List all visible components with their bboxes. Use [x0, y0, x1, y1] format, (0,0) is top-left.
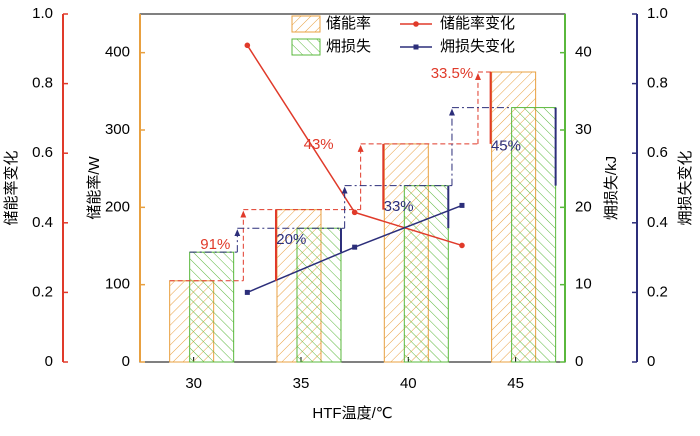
legend-label: 储能率变化: [440, 15, 515, 32]
axis-label: 储能率/W: [86, 155, 103, 219]
y-tick-label: 0.2: [32, 283, 53, 300]
legend-label: 储能率: [326, 15, 371, 32]
value-label: 45%: [491, 138, 521, 155]
y-tick-label: 0.8: [32, 75, 53, 92]
line-marker: [459, 202, 465, 208]
y-tick-label: 100: [105, 276, 130, 293]
x-tick-label: 35: [293, 375, 310, 392]
y-tick-label: 0.4: [647, 214, 668, 231]
value-label: 20%: [276, 231, 306, 248]
y-tick-label: 1.0: [32, 5, 53, 22]
y-tick-label: 40: [575, 44, 592, 61]
y-tick-label: 10: [575, 276, 592, 293]
y-tick-label: 300: [105, 121, 130, 138]
legend-label: 㶲损失: [326, 38, 371, 55]
bar: [189, 251, 235, 363]
value-label: 91%: [200, 236, 230, 253]
y-tick-label: 0.6: [32, 144, 53, 161]
legend-swatch: [291, 38, 321, 56]
y-tick-label: 0: [45, 353, 53, 370]
y-tick-label: 30: [575, 121, 592, 138]
value-label: 43%: [304, 136, 334, 153]
y-tick-label: 0: [647, 353, 655, 370]
y-tick-label: 0.4: [32, 214, 53, 231]
line-marker: [244, 42, 251, 49]
y-tick-label: 0.6: [647, 144, 668, 161]
legend-marker: [413, 44, 419, 50]
x-tick-label: 45: [507, 375, 524, 392]
value-label: 33.5%: [431, 65, 474, 82]
y-tick-label: 20: [575, 198, 592, 215]
line-marker: [351, 209, 358, 216]
y-tick-label: 200: [105, 198, 130, 215]
legend-marker: [413, 21, 419, 27]
x-tick-label: 40: [400, 375, 417, 392]
x-tick-label: 30: [185, 375, 202, 392]
line-marker: [459, 242, 465, 249]
value-label: 33%: [384, 198, 414, 215]
legend-swatch: [291, 15, 321, 33]
bar: [296, 227, 342, 363]
bar: [511, 107, 557, 363]
y-tick-label: 0: [575, 353, 583, 370]
axis-label: 㶲损失变化: [677, 150, 694, 225]
y-tick-label: 400: [105, 44, 130, 61]
bar: [403, 185, 449, 363]
line-marker: [244, 289, 250, 295]
axis-label: 㶲损失/kJ: [603, 156, 620, 220]
y-tick-label: 0: [122, 353, 130, 370]
legend-label: 㶲损失变化: [440, 38, 515, 55]
y-tick-label: 1.0: [647, 5, 668, 22]
x-axis-label: HTF温度/℃: [312, 405, 392, 422]
axis-label: 储能率变化: [3, 150, 20, 225]
y-tick-label: 0.2: [647, 283, 668, 300]
line-marker: [352, 244, 358, 250]
y-tick-label: 0.8: [647, 75, 668, 92]
